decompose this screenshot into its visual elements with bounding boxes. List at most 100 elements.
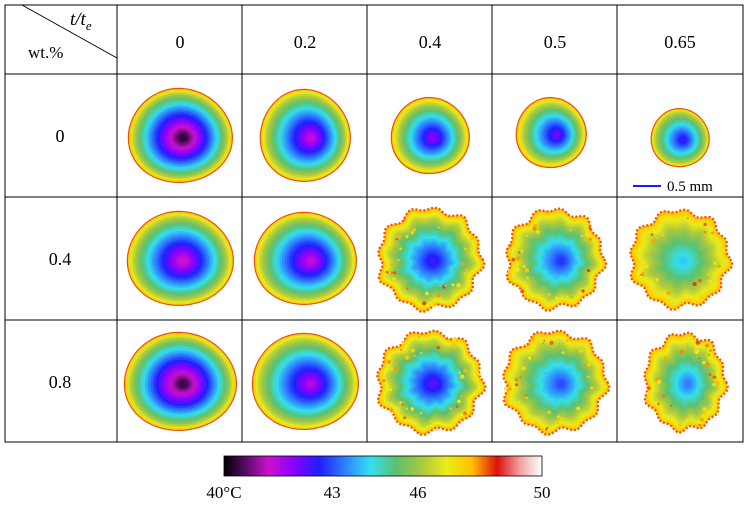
speckle [584, 233, 587, 236]
speckle [389, 366, 393, 371]
isotherm-band [556, 379, 566, 388]
speckle [715, 381, 720, 386]
speckle [391, 271, 393, 274]
colorbar: 40°C 43 46 50 [206, 455, 551, 502]
speckle [655, 278, 659, 282]
isotherm-band [428, 379, 438, 388]
speckle [651, 239, 656, 243]
speckle [386, 359, 392, 364]
column-header: 0.4 [419, 32, 442, 52]
speckle [698, 423, 701, 426]
speckle [569, 229, 572, 232]
isotherm-band [554, 132, 560, 138]
thermal-map-0.8-0 [123, 331, 237, 432]
speckle [397, 259, 400, 262]
droplet-rim [629, 208, 734, 311]
speckle [715, 376, 717, 379]
speckle [517, 244, 520, 247]
speckle [653, 230, 658, 235]
speckle [702, 360, 706, 365]
speckle [465, 268, 469, 273]
isotherm-band [306, 380, 316, 388]
speckle [555, 420, 560, 424]
speckle [548, 293, 551, 296]
speckle [532, 338, 535, 341]
speckle [706, 273, 709, 276]
scale-bar-label: 0.5 mm [667, 179, 713, 195]
droplet-rim [376, 329, 487, 436]
speckle [406, 287, 409, 290]
column-header: 0 [176, 32, 185, 52]
speckle [463, 368, 468, 373]
thermal-map-0.4-0.2 [253, 211, 358, 306]
colorbar-tick-label: 40°C [206, 483, 241, 502]
speckle [681, 303, 684, 307]
speckle [657, 402, 660, 406]
speckle [476, 371, 479, 374]
speckle [712, 382, 716, 387]
speckle [424, 306, 426, 308]
speckle [455, 405, 459, 408]
speckle [519, 376, 522, 379]
speckle [574, 345, 577, 347]
speckle [392, 277, 396, 281]
speckle [393, 366, 398, 371]
speckle [537, 300, 542, 305]
speckle [676, 412, 679, 415]
speckle [578, 349, 582, 353]
speckle [713, 378, 718, 383]
speckle [458, 371, 461, 374]
speckle [647, 370, 651, 374]
speckle [677, 423, 682, 427]
speckle [569, 219, 573, 224]
speckle [700, 417, 704, 422]
speckle [644, 264, 649, 269]
droplet-rim [259, 88, 351, 183]
speckle [721, 247, 726, 252]
speckle [457, 399, 461, 404]
speckle [464, 247, 467, 251]
speckle [511, 271, 514, 275]
speckle [412, 228, 416, 232]
speckle [717, 264, 721, 269]
speckle [410, 407, 415, 411]
speckle [662, 234, 665, 236]
speckle [546, 428, 550, 432]
speckle [673, 224, 676, 226]
droplet-rim [126, 210, 235, 307]
speckle [656, 237, 659, 240]
speckle [436, 345, 440, 350]
speckle [413, 354, 416, 357]
speckle [520, 249, 524, 253]
speckle [686, 217, 690, 220]
speckle [707, 356, 711, 360]
colorbar-tick-label: 43 [324, 483, 341, 502]
speckle [516, 256, 521, 261]
speckle [520, 260, 524, 264]
speckle [549, 219, 552, 222]
speckle [405, 407, 408, 410]
speckle [405, 235, 409, 239]
speckle [449, 407, 452, 410]
isotherm-band [178, 257, 188, 265]
thermal-map-0-0.5 [515, 96, 587, 169]
speckle [420, 351, 423, 354]
speckle [580, 234, 583, 237]
isotherm-band [306, 257, 316, 265]
isotherm-band [680, 137, 686, 143]
speckle [518, 251, 521, 254]
speckle [455, 340, 459, 343]
speckle [385, 274, 388, 278]
corner-diagonal [21, 4, 118, 59]
speckle [570, 296, 573, 299]
speckle [510, 401, 513, 404]
speckle [590, 386, 594, 390]
speckle [542, 420, 547, 425]
column-headers: 0 0.2 0.4 0.5 0.65 [176, 32, 696, 52]
speckle [692, 282, 697, 286]
speckle [705, 343, 709, 348]
speckle [521, 366, 526, 371]
speckle [525, 394, 527, 397]
thermal-map-0-0.4 [390, 96, 470, 175]
speckle [592, 248, 596, 251]
